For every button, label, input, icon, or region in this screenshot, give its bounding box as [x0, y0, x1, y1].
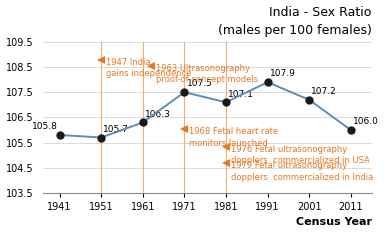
- Text: 107.1: 107.1: [228, 89, 254, 99]
- Text: 1976 Fetal ultrasonography
dopplers  commercialized in USA: 1976 Fetal ultrasonography dopplers comm…: [231, 145, 370, 165]
- Text: India - Sex Ratio
(males per 100 females): India - Sex Ratio (males per 100 females…: [218, 6, 372, 37]
- Text: 107.5: 107.5: [186, 79, 212, 89]
- Text: 106.0: 106.0: [353, 117, 379, 126]
- Text: 106.3: 106.3: [145, 110, 171, 119]
- Text: 1947 India
gains independence: 1947 India gains independence: [106, 58, 192, 78]
- Text: 1979 Fetal ultrasonography
dopplers  commercialized in India: 1979 Fetal ultrasonography dopplers comm…: [231, 161, 373, 182]
- Text: 1963 Ultrasonography
proof-of-concept models: 1963 Ultrasonography proof-of-concept mo…: [156, 64, 258, 84]
- Text: 1968 Fetal heart rate
monitors launched: 1968 Fetal heart rate monitors launched: [190, 127, 278, 147]
- Text: 105.7: 105.7: [103, 125, 129, 134]
- X-axis label: Census Year: Census Year: [296, 217, 372, 227]
- Text: 107.2: 107.2: [311, 87, 337, 96]
- Text: 107.9: 107.9: [269, 69, 296, 78]
- Text: 105.8: 105.8: [32, 122, 58, 131]
